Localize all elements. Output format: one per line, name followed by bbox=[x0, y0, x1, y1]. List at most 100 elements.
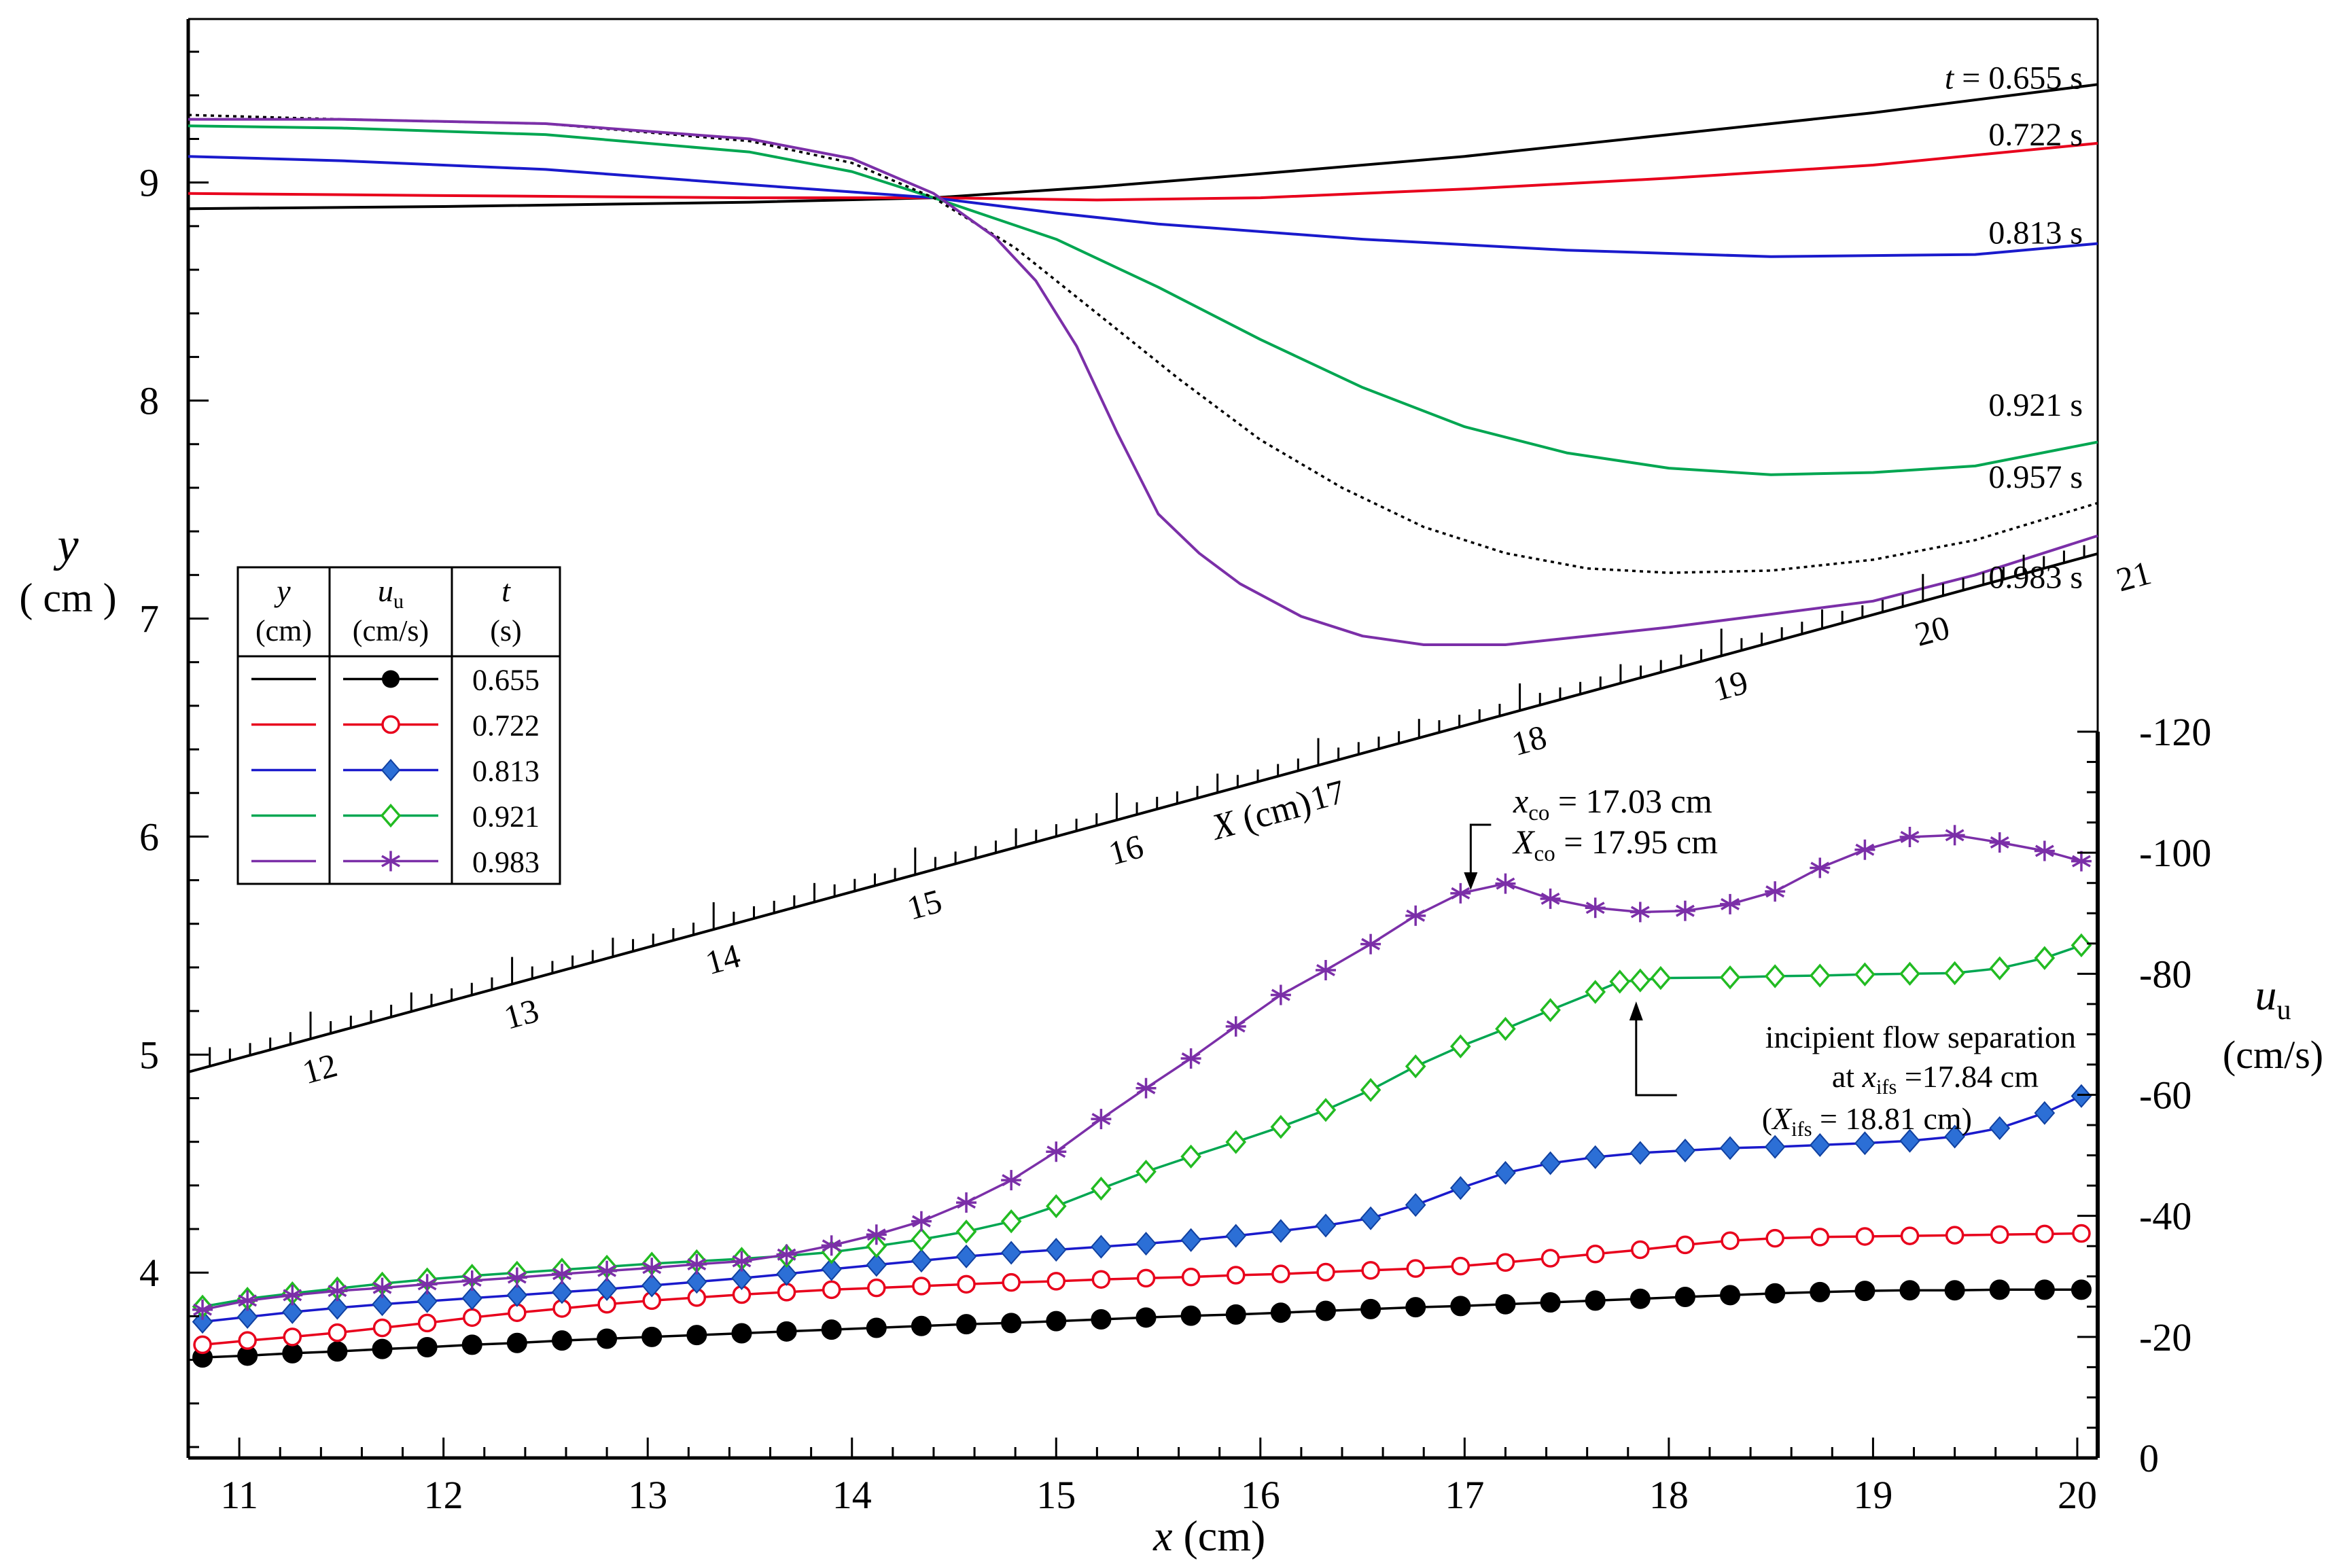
velocity-point-0.722 bbox=[1226, 1266, 1246, 1285]
velocity-point-0.655 bbox=[417, 1336, 438, 1357]
velocity-point-0.655 bbox=[1315, 1300, 1336, 1321]
velocity-point-0.983 bbox=[1540, 888, 1561, 909]
velocity-point-0.921 bbox=[1540, 998, 1561, 1022]
profile-label-0.722: 0.722 s bbox=[1988, 117, 2083, 153]
velocity-point-0.655 bbox=[327, 1341, 348, 1362]
ifs-annotation-line3: (Xifs = 18.81 cm) bbox=[1762, 1101, 1972, 1141]
bed-axis-tick-label: 18 bbox=[1508, 717, 1551, 763]
velocity-point-0.722 bbox=[1990, 1225, 2009, 1245]
x-tick-label: 11 bbox=[220, 1473, 258, 1517]
velocity-point-0.921 bbox=[1944, 961, 1965, 986]
velocity-point-0.722 bbox=[1810, 1228, 1830, 1247]
surface-profile-0.921 bbox=[188, 124, 2098, 476]
velocity-point-0.655 bbox=[911, 1315, 932, 1336]
velocity-point-0.983 bbox=[1629, 902, 1651, 923]
velocity-point-0.813 bbox=[1091, 1234, 1112, 1259]
velocity-point-0.655 bbox=[461, 1334, 482, 1355]
y-tick-label: 5 bbox=[139, 1033, 159, 1077]
velocity-point-0.813 bbox=[1045, 1238, 1067, 1262]
u-tick-label: -20 bbox=[2139, 1315, 2191, 1359]
velocity-point-0.655 bbox=[1495, 1294, 1516, 1315]
velocity-point-0.983 bbox=[417, 1274, 438, 1295]
velocity-point-0.983 bbox=[461, 1270, 482, 1291]
velocity-point-0.655 bbox=[1944, 1280, 1965, 1301]
velocity-point-0.921 bbox=[1315, 1098, 1337, 1122]
velocity-point-0.813 bbox=[1944, 1124, 1965, 1149]
velocity-point-0.722 bbox=[238, 1331, 257, 1350]
velocity-point-0.921 bbox=[1225, 1130, 1247, 1154]
velocity-point-0.813 bbox=[641, 1273, 663, 1298]
velocity-point-0.722 bbox=[328, 1323, 347, 1342]
u-axis-label: uu bbox=[2255, 971, 2291, 1026]
velocity-point-0.655 bbox=[686, 1325, 707, 1346]
velocity-point-0.983 bbox=[1720, 893, 1741, 914]
velocity-point-0.983 bbox=[1180, 1048, 1201, 1069]
velocity-point-0.983 bbox=[731, 1251, 752, 1272]
velocity-point-0.921 bbox=[1854, 962, 1875, 986]
velocity-point-0.921 bbox=[1495, 1016, 1516, 1041]
profile-label-0.813: 0.813 s bbox=[1988, 215, 2083, 251]
ifs-arrow-head bbox=[1629, 1001, 1643, 1021]
velocity-point-0.983 bbox=[1091, 1109, 1112, 1130]
x-tick-label: 15 bbox=[1036, 1473, 1076, 1517]
velocity-point-0.983 bbox=[866, 1224, 887, 1245]
velocity-point-0.813 bbox=[1854, 1131, 1875, 1156]
surface-profiles bbox=[188, 83, 2098, 646]
velocity-point-0.921 bbox=[1989, 956, 2011, 980]
velocity-point-0.722 bbox=[1046, 1272, 1066, 1291]
velocity-point-0.813 bbox=[1135, 1232, 1157, 1256]
velocity-point-0.983 bbox=[551, 1264, 572, 1285]
x-tick-label: 17 bbox=[1445, 1473, 1484, 1517]
legend-header-t: t bbox=[501, 573, 511, 608]
velocity-point-0.983 bbox=[2071, 851, 2092, 872]
velocity-point-0.813 bbox=[1719, 1136, 1741, 1160]
velocity-point-0.813 bbox=[1540, 1151, 1561, 1175]
velocity-point-0.722 bbox=[1721, 1231, 1740, 1250]
velocity-point-0.983 bbox=[1135, 1077, 1157, 1099]
velocity-point-0.921 bbox=[2034, 946, 2056, 970]
bed-axis-label: X (cm) bbox=[1206, 782, 1316, 848]
velocity-point-0.813 bbox=[2071, 1084, 2092, 1108]
legend-header-y-unit: (cm) bbox=[256, 614, 312, 647]
velocity-point-0.983 bbox=[1360, 933, 1381, 955]
velocity-point-0.983 bbox=[1225, 1016, 1246, 1037]
bed-axis-tick-label: 15 bbox=[903, 882, 946, 927]
velocity-point-0.722 bbox=[2035, 1224, 2054, 1244]
cutoff-x-annotation: xco = 17.03 cm bbox=[1513, 782, 1712, 825]
x-tick-label: 13 bbox=[628, 1473, 667, 1517]
velocity-point-0.722 bbox=[1900, 1226, 1920, 1245]
velocity-point-0.655 bbox=[1674, 1287, 1695, 1308]
velocity-point-0.655 bbox=[641, 1326, 663, 1347]
u-tick-label: 0 bbox=[2139, 1436, 2159, 1480]
legend-marker-0.983 bbox=[381, 851, 400, 872]
velocity-point-0.813 bbox=[1674, 1138, 1696, 1162]
y-tick-label: 7 bbox=[139, 597, 159, 641]
velocity-point-0.813 bbox=[1315, 1213, 1337, 1238]
velocity-point-0.655 bbox=[1001, 1313, 1022, 1334]
velocity-point-0.655 bbox=[597, 1328, 618, 1349]
velocity-point-0.722 bbox=[417, 1313, 437, 1333]
velocity-point-0.921 bbox=[1629, 968, 1651, 993]
velocity-point-0.655 bbox=[1450, 1296, 1471, 1317]
velocity-point-0.813 bbox=[1585, 1145, 1606, 1169]
velocity-point-0.813 bbox=[1000, 1241, 1022, 1265]
velocity-point-0.813 bbox=[731, 1266, 752, 1290]
velocity-point-0.722 bbox=[1451, 1256, 1470, 1276]
legend-marker-0.722 bbox=[381, 715, 400, 734]
velocity-point-0.983 bbox=[1315, 959, 1336, 980]
velocity-point-0.921 bbox=[1719, 965, 1741, 990]
velocity-point-0.921 bbox=[1650, 965, 1672, 991]
velocity-point-0.983 bbox=[1405, 905, 1426, 926]
velocity-point-0.722 bbox=[1585, 1245, 1605, 1264]
velocity-point-0.655 bbox=[1405, 1297, 1426, 1318]
velocity-point-0.921 bbox=[1000, 1209, 1022, 1234]
velocity-point-0.655 bbox=[372, 1338, 393, 1359]
velocity-point-0.813 bbox=[1180, 1228, 1201, 1252]
velocity-point-0.983 bbox=[372, 1277, 393, 1298]
velocity-point-0.983 bbox=[1450, 883, 1471, 904]
velocity-point-0.655 bbox=[1180, 1305, 1201, 1326]
velocity-point-0.655 bbox=[1540, 1292, 1561, 1313]
velocity-point-0.722 bbox=[777, 1283, 796, 1302]
velocity-point-0.813 bbox=[1809, 1133, 1831, 1157]
